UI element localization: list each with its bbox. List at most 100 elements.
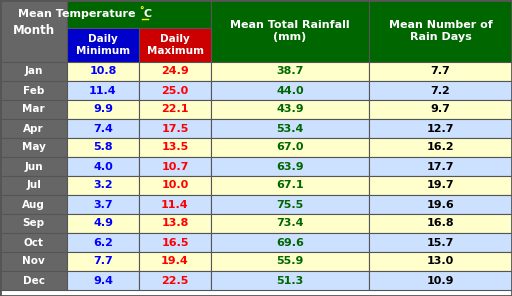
Text: 7.7: 7.7 xyxy=(431,67,451,76)
Bar xyxy=(67,252,139,271)
Text: 38.7: 38.7 xyxy=(276,67,304,76)
Bar xyxy=(0,271,67,290)
Bar xyxy=(0,157,67,176)
Bar xyxy=(67,138,139,157)
Text: 55.9: 55.9 xyxy=(276,257,304,266)
Bar xyxy=(211,81,369,100)
Text: 13.0: 13.0 xyxy=(427,257,454,266)
Text: 16.5: 16.5 xyxy=(161,237,189,247)
Text: Jul: Jul xyxy=(26,181,41,191)
Text: 51.3: 51.3 xyxy=(276,276,304,286)
Bar xyxy=(67,28,139,62)
Bar xyxy=(0,233,67,252)
Text: Mar: Mar xyxy=(22,104,45,115)
Text: 73.4: 73.4 xyxy=(276,218,304,229)
Text: 17.5: 17.5 xyxy=(161,123,189,133)
Bar xyxy=(139,81,211,100)
Bar xyxy=(211,62,369,81)
Text: Month: Month xyxy=(12,25,55,38)
Bar xyxy=(369,176,512,195)
Bar xyxy=(211,0,369,62)
Text: 69.6: 69.6 xyxy=(276,237,304,247)
Bar xyxy=(211,252,369,271)
Bar xyxy=(139,100,211,119)
Text: 7.7: 7.7 xyxy=(93,257,113,266)
Bar xyxy=(0,138,67,157)
Text: 53.4: 53.4 xyxy=(276,123,304,133)
Bar xyxy=(0,176,67,195)
Bar xyxy=(211,119,369,138)
Bar xyxy=(139,176,211,195)
Text: 13.5: 13.5 xyxy=(161,142,188,152)
Text: Nov: Nov xyxy=(22,257,45,266)
Text: 67.1: 67.1 xyxy=(276,181,304,191)
Bar xyxy=(369,233,512,252)
Text: 5.8: 5.8 xyxy=(93,142,113,152)
Bar xyxy=(67,62,139,81)
Bar xyxy=(67,271,139,290)
Text: 6.2: 6.2 xyxy=(93,237,113,247)
Bar xyxy=(67,233,139,252)
Text: Feb: Feb xyxy=(23,86,44,96)
Bar xyxy=(369,138,512,157)
Text: Jun: Jun xyxy=(24,162,43,171)
Bar xyxy=(0,62,67,81)
Text: 43.9: 43.9 xyxy=(276,104,304,115)
Bar xyxy=(139,28,211,62)
Text: 12.7: 12.7 xyxy=(426,123,454,133)
Bar xyxy=(0,119,67,138)
Text: 19.7: 19.7 xyxy=(426,181,454,191)
Bar xyxy=(67,0,211,28)
Text: °: ° xyxy=(139,7,143,15)
Text: 16.2: 16.2 xyxy=(426,142,454,152)
Text: Dec: Dec xyxy=(23,276,45,286)
Bar xyxy=(139,195,211,214)
Text: 3.7: 3.7 xyxy=(93,200,113,210)
Text: 9.4: 9.4 xyxy=(93,276,113,286)
Text: 10.7: 10.7 xyxy=(161,162,189,171)
Bar xyxy=(139,233,211,252)
Bar xyxy=(67,100,139,119)
Text: 13.8: 13.8 xyxy=(161,218,189,229)
Bar xyxy=(139,271,211,290)
Bar xyxy=(67,195,139,214)
Bar xyxy=(139,138,211,157)
Text: 24.9: 24.9 xyxy=(161,67,189,76)
Text: 10.8: 10.8 xyxy=(89,67,117,76)
Bar xyxy=(211,157,369,176)
Bar xyxy=(0,252,67,271)
Text: May: May xyxy=(22,142,46,152)
Text: 4.9: 4.9 xyxy=(93,218,113,229)
Bar xyxy=(67,176,139,195)
Bar xyxy=(211,100,369,119)
Text: 7.4: 7.4 xyxy=(93,123,113,133)
Text: 22.1: 22.1 xyxy=(161,104,189,115)
Text: 75.5: 75.5 xyxy=(276,200,304,210)
Text: 4.0: 4.0 xyxy=(93,162,113,171)
Bar xyxy=(0,100,67,119)
Text: C: C xyxy=(143,9,151,19)
Text: 11.4: 11.4 xyxy=(89,86,117,96)
Bar xyxy=(369,157,512,176)
Bar xyxy=(67,81,139,100)
Text: 22.5: 22.5 xyxy=(161,276,189,286)
Text: 44.0: 44.0 xyxy=(276,86,304,96)
Text: 15.7: 15.7 xyxy=(427,237,454,247)
Bar xyxy=(369,81,512,100)
Bar xyxy=(369,100,512,119)
Text: Apr: Apr xyxy=(23,123,44,133)
Text: 10.9: 10.9 xyxy=(426,276,454,286)
Bar xyxy=(0,81,67,100)
Text: Oct: Oct xyxy=(24,237,44,247)
Text: Mean Total Rainfall
(mm): Mean Total Rainfall (mm) xyxy=(230,20,350,42)
Bar xyxy=(67,214,139,233)
Bar xyxy=(211,233,369,252)
Bar xyxy=(211,271,369,290)
Bar xyxy=(369,271,512,290)
Text: Daily
Maximum: Daily Maximum xyxy=(146,34,203,56)
Bar xyxy=(369,0,512,62)
Bar xyxy=(67,157,139,176)
Text: Daily
Minimum: Daily Minimum xyxy=(76,34,130,56)
Bar xyxy=(211,138,369,157)
Bar xyxy=(369,214,512,233)
